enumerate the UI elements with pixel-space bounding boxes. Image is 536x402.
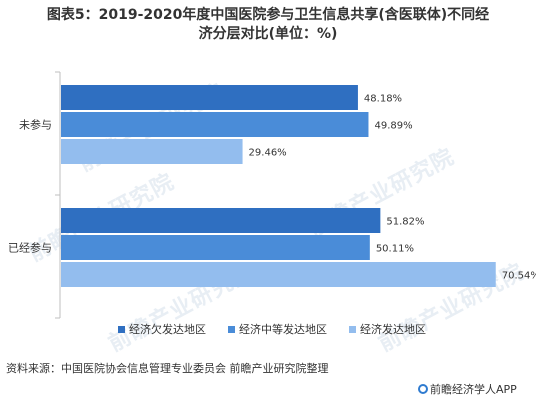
chart-title-line2: 济分层对比(单位：%): [198, 26, 338, 42]
legend-label-1: 经济中等发达地区: [239, 322, 327, 336]
brand-footer: 前瞻经济学人APP: [418, 381, 517, 397]
legend-label-0: 经济欠发达地区: [129, 322, 206, 336]
legend-swatch-2: [349, 326, 356, 333]
bar-0-1: [61, 112, 369, 137]
bar-1-0: [61, 208, 381, 233]
brand-label: 前瞻经济学人APP: [430, 383, 517, 396]
chart-title-line1: 图表5：2019-2020年度中国医院参与卫生信息共享(含医联体)不同经: [46, 7, 490, 23]
category-label-0: 未参与: [19, 118, 52, 132]
legend-swatch-1: [228, 326, 235, 333]
bar-1-2: [61, 262, 496, 287]
category-label-1: 已经参与: [8, 241, 52, 255]
data-label-1-2: 70.54%: [502, 271, 536, 282]
bar-0-0: [61, 85, 358, 110]
bar-1-1: [61, 235, 370, 260]
data-label-1-1: 50.11%: [376, 244, 414, 255]
bar-0-2: [61, 139, 243, 164]
brand-logo-icon: [418, 384, 428, 394]
data-label-0-0: 48.18%: [364, 94, 402, 105]
data-label-1-0: 51.82%: [386, 217, 424, 228]
legend-label-2: 经济发达地区: [360, 322, 426, 336]
legend-swatch-0: [118, 326, 125, 333]
data-label-0-2: 29.46%: [249, 148, 287, 159]
source-note: 资料来源：中国医院协会信息管理专业委员会 前瞻产业研究院整理: [6, 362, 329, 375]
chart-title: 图表5：2019-2020年度中国医院参与卫生信息共享(含医联体)不同经 济分层…: [0, 6, 536, 44]
data-label-0-1: 49.89%: [374, 121, 412, 132]
